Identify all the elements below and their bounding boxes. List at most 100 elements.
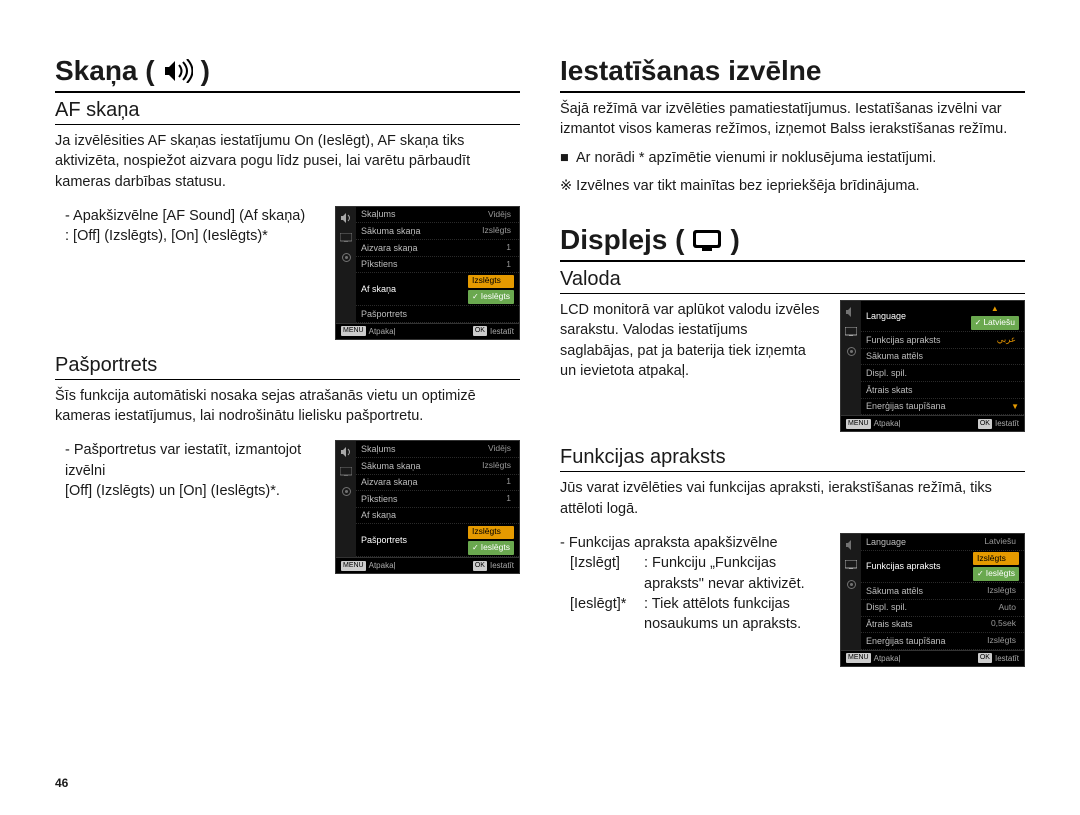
menu-set: OKIestatīt: [473, 326, 514, 337]
sound-icon: [340, 447, 352, 457]
language-heading: Valoda: [560, 268, 1025, 294]
display-icon: [845, 327, 857, 336]
sound-icon: [163, 59, 193, 83]
display-icon: [845, 560, 857, 569]
menu-list: Language ▲ ✓Latviešu Funkcijas aprakstsع…: [861, 301, 1024, 415]
menu-val-stack: Izslēgts ✓Ieslēgts: [973, 552, 1019, 581]
display-icon: [340, 467, 352, 476]
arrow-down-icon: ▼: [1011, 401, 1019, 412]
menu-row: Displ. spil.: [861, 365, 1024, 382]
sound-heading-close: ): [201, 55, 210, 87]
right-column: Iestatīšanas izvēlne Šajā režīmā var izv…: [560, 55, 1025, 785]
menu-row: Funkcijas aprakstsعربي: [861, 332, 1024, 349]
selfportrait-sub: - Pašportretus var iestatīt, izmantojot …: [55, 440, 520, 574]
gear-icon: [846, 346, 857, 357]
menu-footer: MENUAtpakaļ OKIestatīt: [336, 323, 519, 339]
funcdesc-menu-screenshot: LanguageLatviešu Funkcijas apraksts Izsl…: [840, 533, 1025, 667]
menu-row: Pīkstiens1: [356, 257, 519, 274]
settings-body: Šajā režīmā var izvēlēties pamatiestatīj…: [560, 99, 1025, 140]
menu-row: SkaļumsVidējs: [356, 207, 519, 224]
menu-back: MENUAtpakaļ: [341, 560, 395, 571]
sound-icon: [845, 307, 857, 317]
menu-row: Sākuma skaņaIzslēgts: [356, 223, 519, 240]
menu-val-stack: Izslēgts ✓Ieslēgts: [468, 526, 514, 555]
menu-row: Displ. spil.Auto: [861, 600, 1024, 617]
funcdesc-def2: [Ieslēgt]* : Tiek attēlots funkcijas nos…: [560, 594, 822, 635]
menu-set: OKIestatīt: [978, 418, 1019, 429]
af-sound-sub-text: - Apakšizvēlne [AF Sound] (Af skaņa) : […: [55, 206, 317, 247]
display-icon: [692, 229, 722, 251]
menu-back: MENUAtpakaļ: [846, 653, 900, 664]
menu-val-stack: Izslēgts ✓Ieslēgts: [468, 275, 514, 304]
gear-icon: [341, 486, 352, 497]
menu-footer: MENUAtpakaļ OKIestatīt: [841, 650, 1024, 666]
display-icon: [340, 233, 352, 242]
af-sub-line1: - Apakšizvēlne [AF Sound] (Af skaņa): [55, 206, 317, 226]
af-menu-screenshot: SkaļumsVidējs Sākuma skaņaIzslēgts Aizva…: [335, 206, 520, 340]
manual-page: Skaņa ( ) AF skaņa Ja izvēlēsities AF sk…: [0, 0, 1080, 815]
funcdesc-sub: - Funkcijas apraksta apakšizvēlne [Izslē…: [560, 533, 1025, 667]
arrow-up-icon: ▲: [971, 303, 1019, 314]
menu-val-on: ✓Ieslēgts: [468, 541, 514, 555]
menu-sidebar: [336, 441, 356, 557]
menu-row: Sākuma attēls: [861, 349, 1024, 366]
language-menu-screenshot: Language ▲ ✓Latviešu Funkcijas aprakstsع…: [840, 300, 1025, 432]
menu-row: Pīkstiens1: [356, 491, 519, 508]
af-sound-heading: AF skaņa: [55, 99, 520, 125]
sound-icon: [845, 540, 857, 550]
funcdesc-heading: Funkcijas apraksts: [560, 446, 1025, 472]
display-heading-text: Displejs (: [560, 224, 684, 256]
menu-val-on: ✓Ieslēgts: [973, 567, 1019, 581]
menu-row: SkaļumsVidējs: [356, 441, 519, 458]
settings-heading: Iestatīšanas izvēlne: [560, 55, 1025, 93]
menu-body: Language ▲ ✓Latviešu Funkcijas aprakstsع…: [841, 301, 1024, 415]
settings-bullet: ■ Ar norādi * apzīmētie vienumi ir noklu…: [560, 148, 1025, 168]
menu-val-on: ✓Ieslēgts: [468, 290, 514, 304]
menu-row: Aizvara skaņa1: [356, 475, 519, 492]
menu-body: SkaļumsVidējs Sākuma skaņaIzslēgts Aizva…: [336, 207, 519, 323]
menu-back: MENUAtpakaļ: [341, 326, 395, 337]
bullet-mark: ■: [560, 148, 570, 168]
language-sub: LCD monitorā var aplūkot valodu izvēles …: [560, 300, 1025, 432]
page-number: 46: [55, 776, 68, 790]
settings-note: ※ Izvēlnes var tikt mainītas bez iepriek…: [560, 176, 1025, 196]
gear-icon: [846, 579, 857, 590]
menu-footer: MENUAtpakaļ OKIestatīt: [841, 415, 1024, 431]
sound-heading: Skaņa ( ): [55, 55, 520, 93]
menu-row: Enerģijas taupīšana▼: [861, 399, 1024, 416]
display-heading: Displejs ( ): [560, 224, 1025, 262]
sound-icon: [340, 213, 352, 223]
menu-list: LanguageLatviešu Funkcijas apraksts Izsl…: [861, 534, 1024, 650]
af-sound-sub: - Apakšizvēlne [AF Sound] (Af skaņa) : […: [55, 206, 520, 340]
funcdesc-def1: [Izslēgt] : Funkciju „Funkcijas apraksts…: [560, 553, 822, 594]
menu-row-selected: Af skaņa Izslēgts ✓Ieslēgts: [356, 273, 519, 306]
menu-sidebar: [336, 207, 356, 323]
sp-menu-screenshot: SkaļumsVidējs Sākuma skaņaIzslēgts Aizva…: [335, 440, 520, 574]
menu-row: Ātrais skats: [861, 382, 1024, 399]
af-sound-body: Ja izvēlēsities AF skaņas iestatījumu On…: [55, 131, 520, 192]
selfportrait-heading: Pašportrets: [55, 354, 520, 380]
funcdesc-body: Jūs varat izvēlēties vai funkcijas aprak…: [560, 478, 1025, 519]
menu-row-selected: Funkcijas apraksts Izslēgts ✓Ieslēgts: [861, 551, 1024, 584]
menu-list: SkaļumsVidējs Sākuma skaņaIzslēgts Aizva…: [356, 207, 519, 323]
menu-sidebar: [841, 301, 861, 415]
af-sub-line2: : [Off] (Izslēgts), [On] (Ieslēgts)*: [55, 226, 317, 246]
menu-row-selected: Language ▲ ✓Latviešu: [861, 301, 1024, 332]
menu-list: SkaļumsVidējs Sākuma skaņaIzslēgts Aizva…: [356, 441, 519, 557]
menu-body: LanguageLatviešu Funkcijas apraksts Izsl…: [841, 534, 1024, 650]
sound-heading-text: Skaņa (: [55, 55, 155, 87]
menu-body: SkaļumsVidējs Sākuma skaņaIzslēgts Aizva…: [336, 441, 519, 557]
menu-back: MENUAtpakaļ: [846, 418, 900, 429]
menu-sidebar: [841, 534, 861, 650]
menu-row: Aizvara skaņa1: [356, 240, 519, 257]
gear-icon: [341, 252, 352, 263]
menu-row: Enerģijas taupīšanaIzslēgts: [861, 633, 1024, 650]
funcdesc-sub-text: - Funkcijas apraksta apakšizvēlne [Izslē…: [560, 533, 822, 634]
settings-bullet-text: Ar norādi * apzīmētie vienumi ir noklusē…: [576, 148, 936, 168]
menu-set: OKIestatīt: [978, 653, 1019, 664]
menu-val-selected: ✓Latviešu: [971, 316, 1019, 330]
menu-set: OKIestatīt: [473, 560, 514, 571]
menu-row: Sākuma skaņaIzslēgts: [356, 458, 519, 475]
sp-sub-line1: - Pašportretus var iestatīt, izmantojot …: [55, 440, 317, 481]
menu-row: Pašportrets: [356, 306, 519, 323]
